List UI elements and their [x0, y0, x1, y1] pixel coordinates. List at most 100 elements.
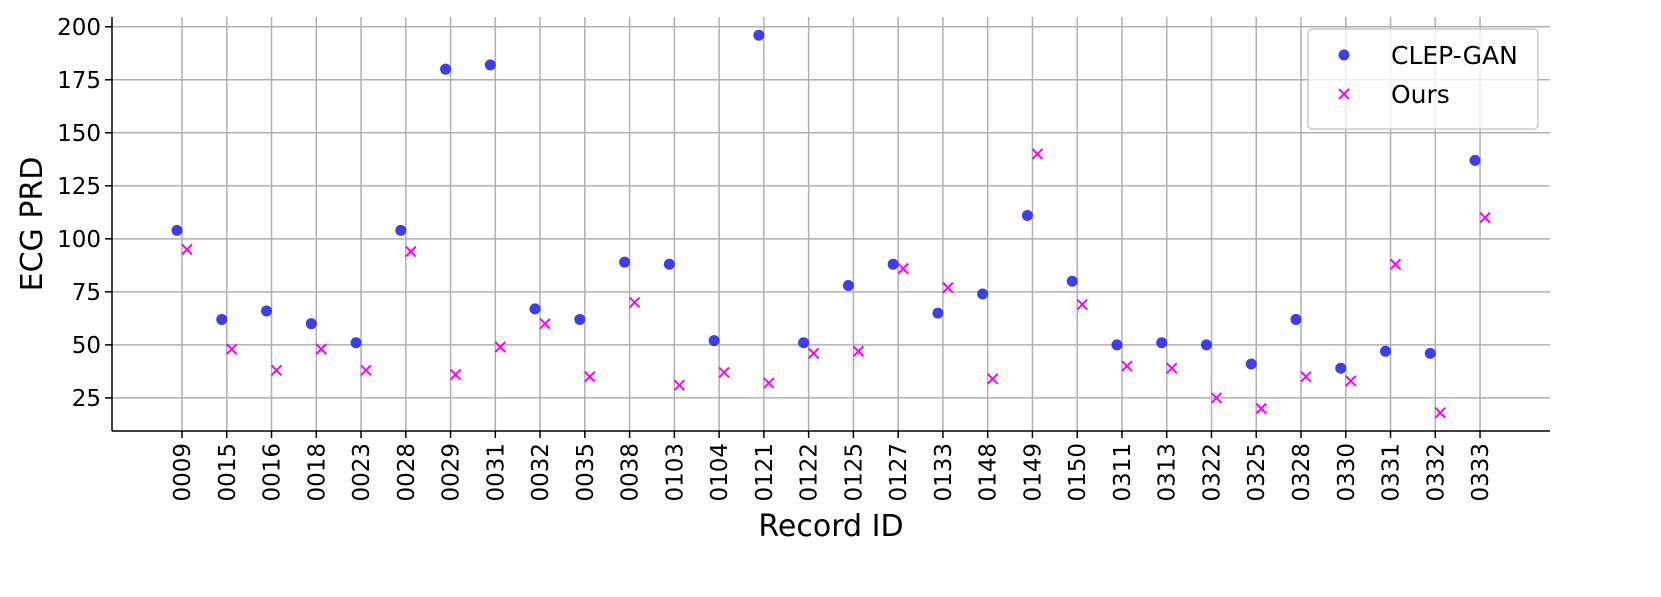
point	[261, 305, 273, 317]
point	[619, 256, 631, 268]
legend-box	[1307, 28, 1539, 130]
x-tick-label: 0331	[1379, 443, 1405, 502]
point	[171, 224, 183, 236]
x-axis-label: Record ID	[758, 509, 903, 544]
point	[305, 318, 317, 330]
y-tick-label: 100	[57, 227, 101, 253]
x-tick-label: 0332	[1423, 443, 1449, 502]
point	[529, 303, 541, 315]
point	[1200, 339, 1212, 351]
y-tick-label: 50	[72, 333, 101, 359]
y-tick-label: 200	[57, 15, 101, 41]
point	[494, 341, 507, 353]
point	[449, 368, 462, 381]
point	[1166, 362, 1178, 374]
x-tick-label: 0028	[394, 443, 420, 502]
x-tick-label: 0029	[439, 443, 465, 502]
x-tick-label: 0122	[797, 443, 823, 502]
point	[673, 379, 686, 391]
point	[1245, 358, 1257, 370]
x-tick-label: 0333	[1468, 443, 1494, 502]
point	[1210, 392, 1223, 404]
point	[1479, 211, 1491, 224]
x-tick-label: 0313	[1155, 443, 1181, 502]
point	[1424, 347, 1436, 359]
y-axis-label: ECG PRD	[15, 157, 50, 292]
point	[1121, 360, 1133, 372]
point	[932, 307, 944, 319]
point	[395, 224, 407, 236]
point	[1389, 258, 1402, 271]
point	[1255, 402, 1267, 415]
point	[798, 337, 810, 349]
legend-label: CLEP-GAN	[1391, 41, 1518, 70]
point	[440, 63, 452, 75]
point	[1111, 339, 1123, 351]
point	[977, 288, 989, 300]
point	[226, 343, 238, 355]
x-tick-label: 0311	[1110, 443, 1136, 502]
x-tick-label: 0133	[931, 443, 957, 502]
x-tick-label: 0023	[349, 443, 375, 502]
x-tick-label: 0038	[618, 443, 644, 502]
x-tick-label: 0150	[1065, 443, 1091, 502]
x-tick-label: 0148	[976, 443, 1002, 502]
legend-label: Ours	[1391, 80, 1450, 109]
point	[1066, 275, 1078, 287]
y-tick-label: 150	[57, 121, 101, 147]
point	[1434, 407, 1446, 419]
x-tick-label: 0016	[260, 443, 286, 502]
point	[360, 364, 372, 377]
point	[1290, 313, 1302, 325]
point	[484, 59, 496, 71]
point	[1076, 298, 1088, 311]
point	[181, 243, 193, 256]
point	[942, 281, 954, 294]
point	[842, 280, 854, 292]
point	[628, 296, 641, 309]
point	[708, 335, 720, 347]
x-tick-label: 0121	[752, 443, 778, 502]
point	[350, 337, 362, 349]
point	[1335, 362, 1347, 374]
point	[986, 373, 999, 385]
point	[539, 317, 551, 330]
y-tick-label: 25	[72, 386, 101, 412]
x-tick-label: 0031	[483, 443, 509, 502]
x-tick-label: 0127	[886, 443, 912, 502]
y-tick-label: 75	[72, 280, 101, 306]
point	[763, 377, 775, 389]
x-tick-label: 0322	[1199, 443, 1225, 502]
point	[315, 343, 327, 355]
point	[1300, 370, 1312, 383]
point	[663, 258, 675, 270]
x-tick-label: 0015	[215, 443, 241, 502]
point	[574, 313, 586, 325]
point	[584, 370, 596, 383]
point	[1345, 375, 1357, 387]
point	[897, 262, 909, 275]
x-tick-label: 0035	[573, 443, 599, 502]
point	[887, 258, 899, 270]
x-tick-label: 0104	[707, 443, 733, 502]
point	[1031, 148, 1044, 160]
legend-marker	[1338, 88, 1350, 100]
point	[753, 29, 765, 41]
point	[807, 347, 820, 360]
point	[1156, 337, 1168, 349]
point	[1021, 210, 1033, 222]
x-tick-label: 0330	[1334, 443, 1360, 502]
x-tick-label: 0103	[662, 443, 688, 502]
x-tick-label: 0009	[170, 443, 196, 502]
point	[405, 245, 417, 258]
y-tick-label: 125	[57, 174, 101, 200]
point	[216, 313, 228, 325]
point	[852, 345, 865, 357]
x-tick-label: 0032	[528, 443, 554, 502]
x-tick-label: 0018	[304, 443, 330, 502]
point	[718, 366, 730, 379]
x-tick-label: 0328	[1289, 443, 1315, 502]
point	[1380, 345, 1392, 357]
legend-marker	[1338, 49, 1350, 61]
